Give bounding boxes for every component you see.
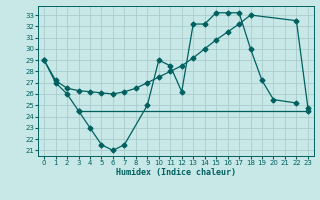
X-axis label: Humidex (Indice chaleur): Humidex (Indice chaleur) (116, 168, 236, 177)
